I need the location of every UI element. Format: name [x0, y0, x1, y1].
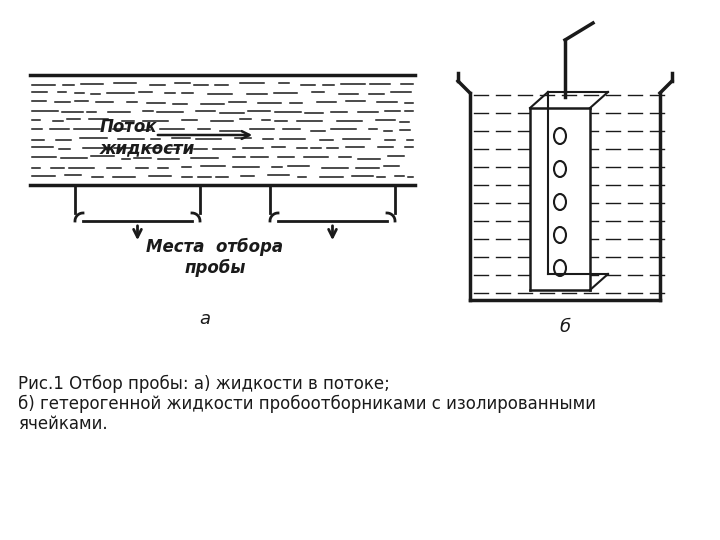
Text: Поток
жидкости: Поток жидкости	[100, 118, 195, 157]
Text: б) гетерогенной жидкости пробоотборниками с изолированными: б) гетерогенной жидкости пробоотборникам…	[18, 395, 596, 413]
Text: б: б	[559, 318, 570, 336]
Text: ячейками.: ячейками.	[18, 415, 107, 433]
Text: Места  отбора
пробы: Места отбора пробы	[146, 238, 284, 277]
Text: а: а	[199, 310, 210, 328]
Text: Рис.1 Отбор пробы: а) жидкости в потоке;: Рис.1 Отбор пробы: а) жидкости в потоке;	[18, 375, 390, 393]
FancyBboxPatch shape	[530, 108, 590, 290]
